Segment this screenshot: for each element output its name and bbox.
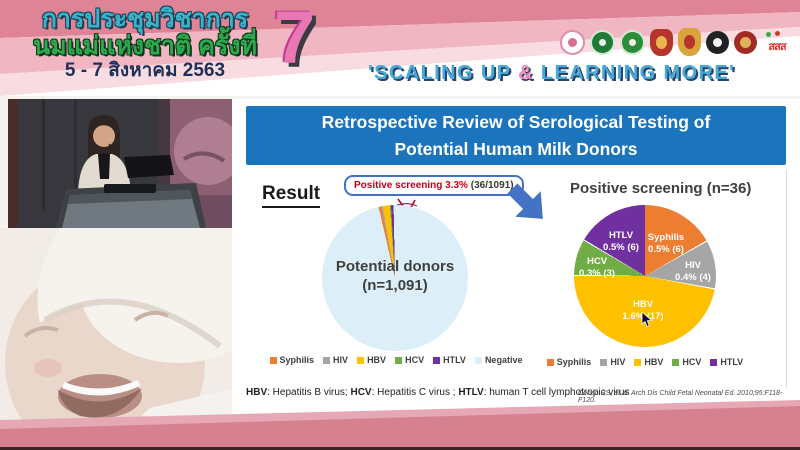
slogan-prefix: 'SCALING UP — [368, 62, 519, 84]
conference-title-line1: การประชุมวิชาการ — [41, 5, 249, 33]
slide-title-line2: Potential Human Milk Donors — [394, 138, 638, 159]
potential-donors-label-line2: (n=1,091) — [362, 276, 428, 294]
baby-photo-background — [0, 203, 278, 450]
bottom-dark-edge — [0, 447, 800, 450]
conference-slogan: 'SCALING UP & LEARNING MORE' — [368, 62, 798, 85]
sss-foundation-logo-icon: สสส — [762, 30, 792, 54]
syphilis-swatch-icon — [546, 358, 554, 366]
organizer-logos: สสส — [560, 28, 792, 56]
htlv-swatch-icon — [433, 356, 441, 364]
hcv-swatch-icon — [395, 356, 403, 364]
presenter-scene — [8, 99, 242, 228]
legend-item-syphilis: Syphilis — [546, 357, 591, 367]
hbv-swatch-icon — [634, 358, 642, 366]
presenter-video — [8, 99, 242, 228]
reference-citation: Cohen RS, et al. Arch Dis Child Fetal Ne… — [578, 390, 783, 404]
hcv-swatch-icon — [672, 358, 680, 366]
slide-title: Retrospective Review of Serological Test… — [246, 106, 786, 165]
slice-label-htlv: HTLV 0.5% (6) — [603, 230, 639, 254]
green-seal-1-icon — [590, 29, 615, 55]
royal-emblem-icon — [650, 28, 673, 56]
callout-highlight: Positive screening 3.3% — [354, 180, 468, 191]
slice-label-hiv: HIV 0.4% (4) — [675, 260, 711, 284]
legend-item-hbv: HBV — [634, 357, 663, 367]
legend-item-hcv: HCV — [395, 355, 424, 365]
edition-number: 7 — [274, 0, 316, 79]
potential-donors-label-line1: Potential donors — [335, 258, 455, 275]
right-pie-legend: Syphilis HIV HBV HCV HTLV — [546, 357, 743, 367]
legend-item-hiv: HIV — [323, 355, 348, 365]
potential-donors-pie — [322, 205, 468, 351]
legend-item-hiv: HIV — [600, 357, 625, 367]
slide-edge-line — [786, 170, 787, 388]
conference-title-block: การประชุมวิชาการ นมแม่แห่งชาติ ครั้งที่ … — [18, 6, 272, 81]
slice-label-syphilis: Syphilis 0.5% (6) — [647, 232, 685, 256]
legend-item-htlv: HTLV — [710, 357, 743, 367]
callout-detail: (36/1091) — [470, 180, 514, 191]
legend-item-htlv: HTLV — [433, 355, 466, 365]
red-crest-icon — [734, 30, 757, 54]
negative-swatch-icon — [474, 356, 482, 364]
slogan-suffix: LEARNING MORE' — [533, 62, 736, 84]
hiv-swatch-icon — [323, 356, 331, 364]
left-pie-legend: Syphilis HIV HBV HCV HTLV Negative — [269, 355, 522, 365]
legend-item-hcv: HCV — [672, 357, 701, 367]
positive-screening-pie — [574, 205, 716, 347]
legend-item-hbv: HBV — [357, 355, 386, 365]
positive-screening-pie-title: Positive screening (n=36) — [570, 180, 752, 197]
result-heading: Result — [262, 183, 321, 208]
green-seal-2-icon — [620, 29, 645, 55]
conference-title-line2: นมแม่แห่งชาติ ครั้งที่ — [33, 31, 257, 60]
conference-banner: การประชุมวิชาการ นมแม่แห่งชาติ ครั้งที่ … — [0, 0, 800, 96]
positive-screening-callout: Positive screening 3.3% (36/1091) — [344, 175, 524, 196]
baby-illustration — [0, 203, 278, 450]
mother-and-child-logo-icon — [560, 29, 585, 55]
gold-crown-emblem-icon — [678, 28, 701, 56]
slice-label-hcv: HCV 0.3% (3) — [579, 256, 615, 280]
slide-title-line1: Retrospective Review of Serological Test… — [321, 112, 711, 133]
university-seal-icon — [706, 30, 729, 54]
hiv-swatch-icon — [600, 358, 608, 366]
legend-item-syphilis: Syphilis — [269, 355, 314, 365]
legend-item-negative: Negative — [474, 355, 522, 365]
slogan-ampersand: & — [518, 62, 534, 84]
mouse-cursor-icon — [641, 312, 653, 328]
potential-donors-label: Potential donors (n=1,091) — [315, 258, 475, 296]
syphilis-swatch-icon — [269, 356, 277, 364]
conference-date: 5 - 7 สิงหาคม 2563 — [64, 60, 226, 81]
virus-abbreviation-footnote: HBV: Hepatitis B virus; HCV: Hepatitis C… — [246, 387, 630, 398]
htlv-swatch-icon — [710, 358, 718, 366]
hbv-swatch-icon — [357, 356, 365, 364]
transition-arrow-icon — [507, 183, 543, 219]
